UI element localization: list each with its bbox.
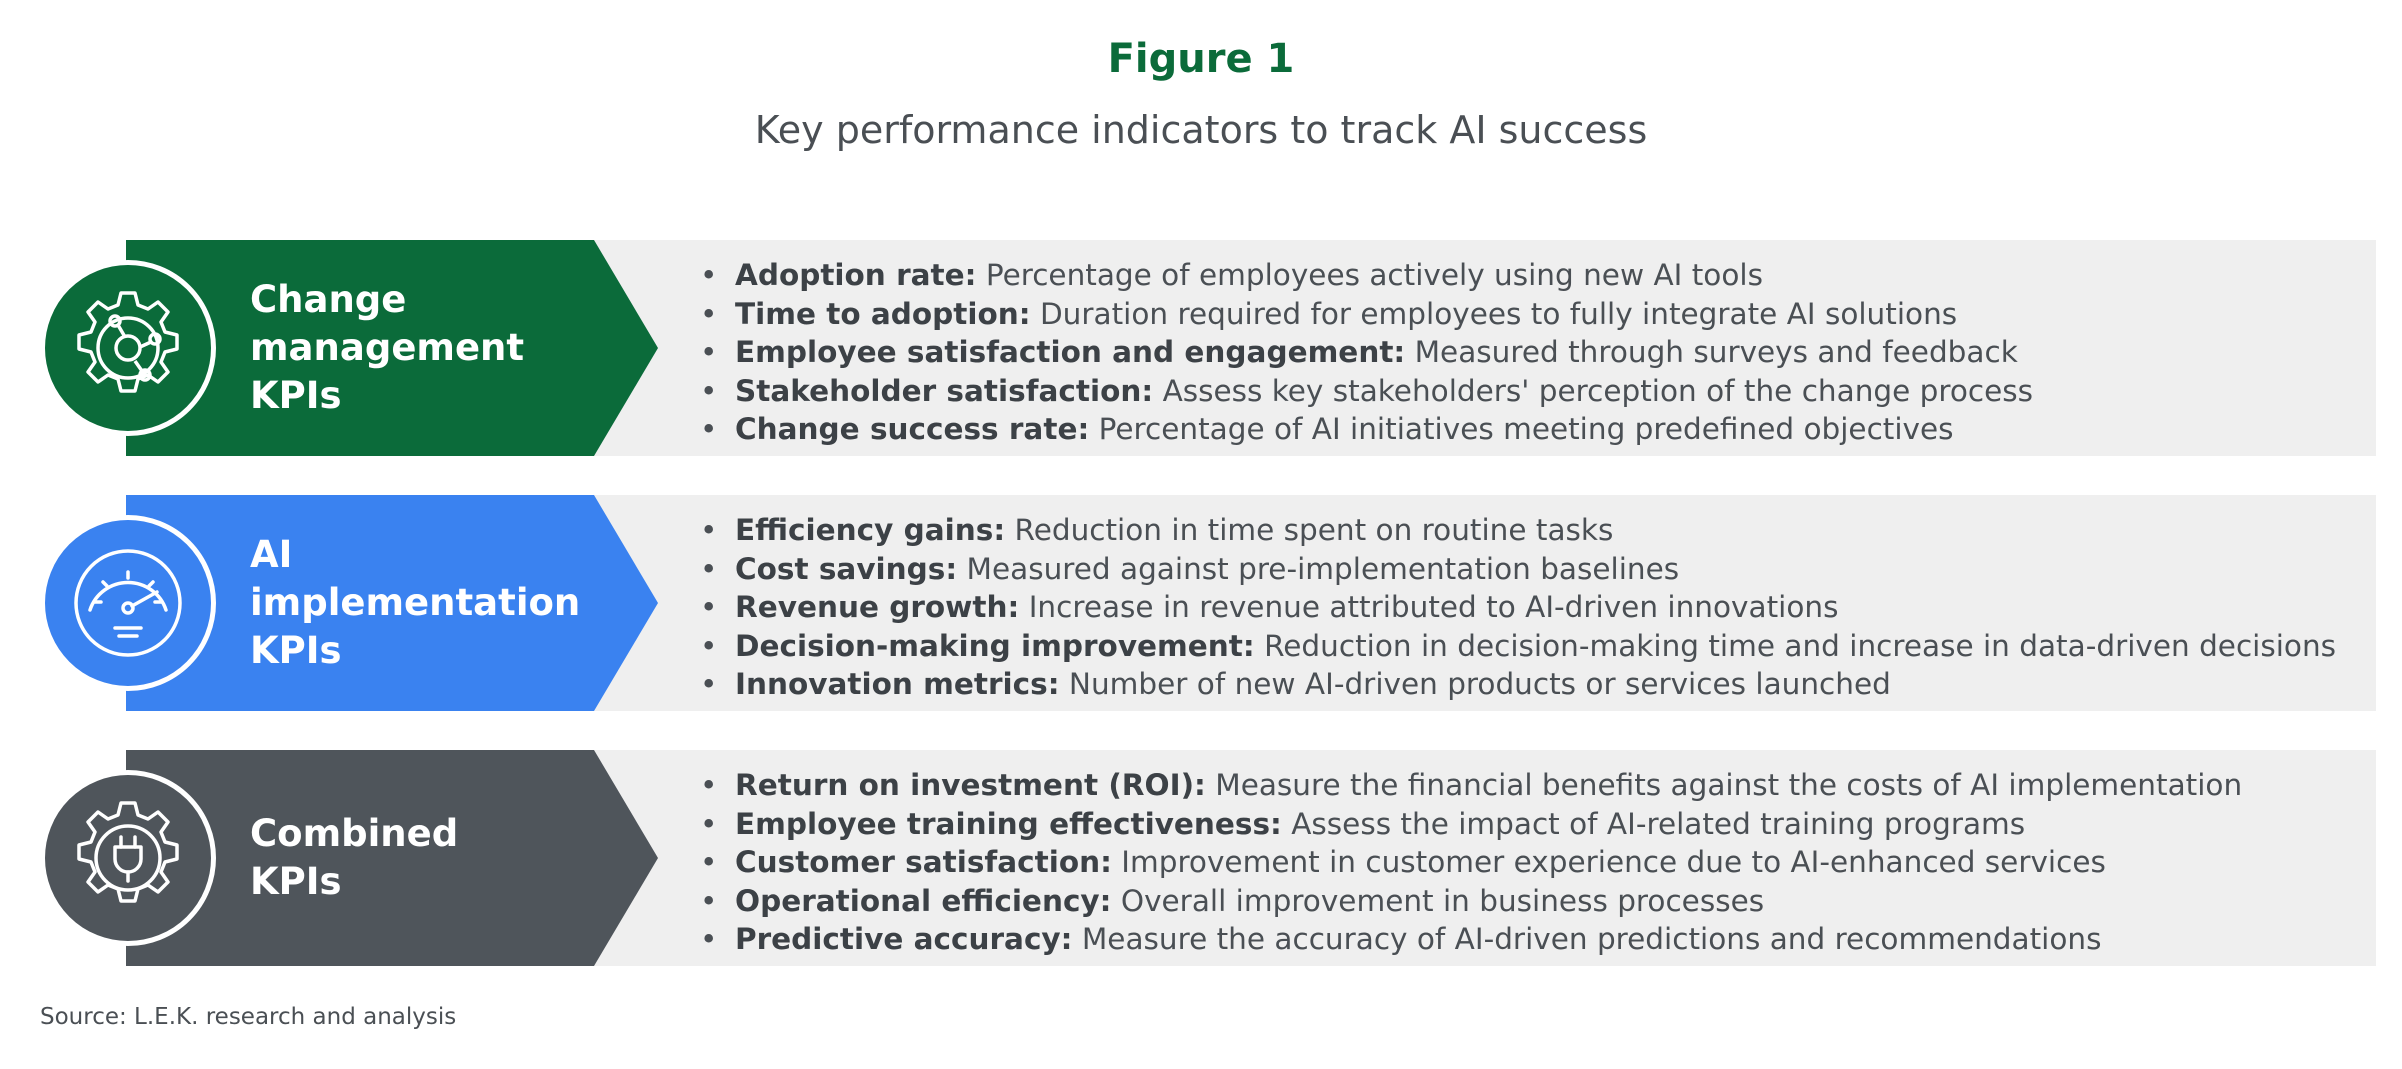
category-label: Combined KPIs: [250, 750, 610, 966]
kpi-item: Cost savings: Measured against pre-imple…: [700, 550, 2336, 589]
kpi-item: Return on investment (ROI): Measure the …: [700, 766, 2242, 805]
kpi-term: Revenue growth:: [735, 590, 1020, 624]
kpi-term: Adoption rate:: [735, 258, 977, 292]
kpi-description: Number of new AI-driven products or serv…: [1068, 667, 1891, 701]
kpi-item: Change success rate: Percentage of AI in…: [700, 410, 2033, 449]
kpi-description: Duration required for employees to fully…: [1039, 296, 1958, 331]
kpi-description: Measure the accuracy of AI-driven predic…: [1081, 922, 2102, 956]
kpi-term: Predictive accuracy:: [735, 922, 1073, 956]
kpi-term: Stakeholder satisfaction:: [735, 373, 1154, 408]
kpi-item: Employee satisfaction and engagement: Me…: [700, 333, 2033, 372]
kpi-term: Operational efficiency:: [735, 883, 1112, 918]
kpi-item: Adoption rate: Percentage of employees a…: [700, 256, 2033, 295]
kpi-description: Reduction in time spent on routine tasks: [1014, 513, 1614, 547]
kpi-term: Customer satisfaction:: [735, 845, 1112, 879]
kpi-item: Innovation metrics: Number of new AI-dri…: [700, 665, 2336, 704]
kpi-item: Efficiency gains: Reduction in time spen…: [700, 511, 2336, 550]
kpi-description: Measure the financial benefits against t…: [1215, 768, 2243, 802]
kpi-term: Cost savings:: [735, 551, 958, 586]
kpi-item: Employee training effectiveness: Assess …: [700, 805, 2242, 844]
gear-network-icon: [40, 260, 216, 436]
figure-label: Figure 1: [1107, 36, 1295, 82]
kpi-term: Efficiency gains:: [735, 513, 1006, 547]
kpi-description: Percentage of employees actively using n…: [985, 258, 1763, 292]
kpi-term: Innovation metrics:: [735, 667, 1060, 701]
kpi-list: Efficiency gains: Reduction in time spen…: [700, 511, 2336, 704]
category-label-line: management: [250, 326, 525, 369]
category-label-line: Change: [250, 278, 407, 321]
kpi-description: Assess key stakeholders' perception of t…: [1162, 373, 2033, 408]
kpi-term: Return on investment (ROI):: [735, 768, 1206, 802]
category-label: AI implementation KPIs: [250, 495, 610, 711]
kpi-item: Decision-making improvement: Reduction i…: [700, 627, 2336, 666]
kpi-term: Time to adoption:: [735, 296, 1031, 331]
category-label-line: KPIs: [250, 374, 342, 417]
kpi-term: Decision-making improvement:: [735, 628, 1255, 663]
kpi-term: Change success rate:: [735, 412, 1090, 446]
gauge-icon: [40, 515, 216, 691]
kpi-list: Return on investment (ROI): Measure the …: [700, 766, 2242, 959]
kpi-list: Adoption rate: Percentage of employees a…: [700, 256, 2033, 449]
kpi-item: Time to adoption: Duration required for …: [700, 295, 2033, 334]
category-label-line: KPIs: [250, 860, 342, 903]
category-label-line: Combined: [250, 812, 459, 855]
kpi-description: Improvement in customer experience due t…: [1121, 845, 2106, 879]
kpi-description: Reduction in decision-making time and in…: [1264, 628, 2337, 663]
kpi-item: Stakeholder satisfaction: Assess key sta…: [700, 372, 2033, 411]
kpi-item: Customer satisfaction: Improvement in cu…: [700, 843, 2242, 882]
kpi-description: Measured through surveys and feedback: [1414, 335, 2018, 369]
source-note: Source: L.E.K. research and analysis: [40, 1004, 457, 1030]
kpi-item: Predictive accuracy: Measure the accurac…: [700, 920, 2242, 959]
kpi-description: Percentage of AI initiatives meeting pre…: [1098, 412, 1954, 446]
kpi-description: Assess the impact of AI-related training…: [1291, 806, 2026, 841]
kpi-term: Employee satisfaction and engagement:: [735, 335, 1406, 369]
kpi-band-combined: Combined KPIs Return on investment (ROI)…: [0, 750, 2402, 966]
kpi-band-ai-implementation: AI implementation KPIs Efficiency gains:…: [0, 495, 2402, 711]
kpi-description: Overall improvement in business processe…: [1120, 883, 1765, 918]
category-label-line: implementation: [250, 581, 581, 624]
gear-plug-icon: [40, 770, 216, 946]
kpi-term: Employee training effectiveness:: [735, 806, 1282, 841]
category-label-line: KPIs: [250, 629, 342, 672]
kpi-band-change-management: Change management KPIs Adoption rate: Pe…: [0, 240, 2402, 456]
category-label: Change management KPIs: [250, 240, 610, 456]
kpi-description: Measured against pre-implementation base…: [966, 551, 1680, 586]
kpi-item: Revenue growth: Increase in revenue attr…: [700, 588, 2336, 627]
category-label-line: AI: [250, 533, 293, 576]
kpi-item: Operational efficiency: Overall improvem…: [700, 882, 2242, 921]
figure-title: Key performance indicators to track AI s…: [754, 108, 1648, 152]
kpi-description: Increase in revenue attributed to AI-dri…: [1028, 590, 1839, 624]
